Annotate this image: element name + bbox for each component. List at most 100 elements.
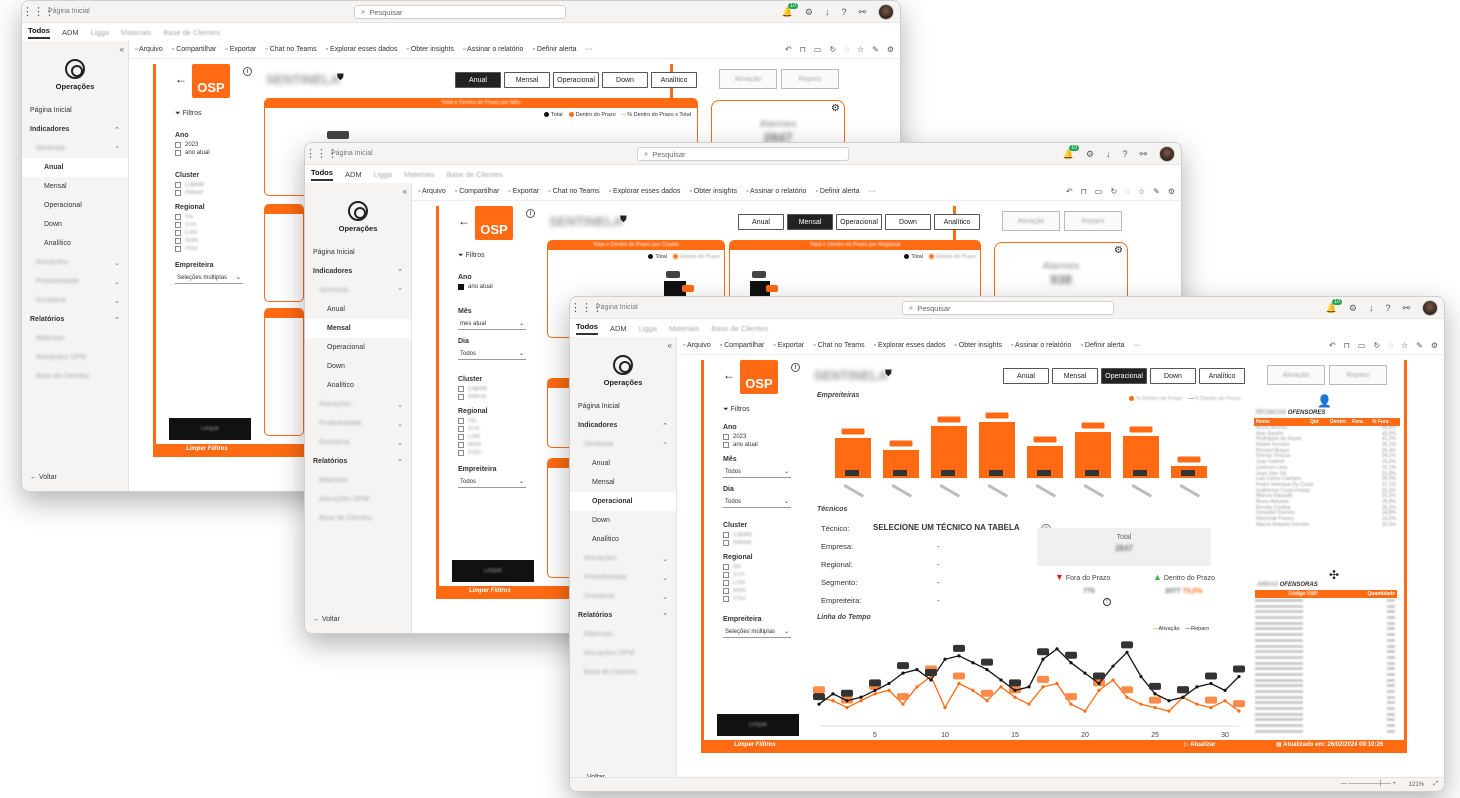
toolbar-file-button[interactable]: ▫ Arquivo [418, 188, 446, 195]
search-input[interactable]: ⌕ Pesquisar [354, 5, 566, 19]
toolbar-explore-button[interactable]: ▫ Explorar esses dados [325, 46, 398, 53]
data-point[interactable] [915, 685, 919, 689]
toolbar-explore-button[interactable]: ▫ Explorar esses dados [873, 342, 946, 349]
data-point[interactable] [915, 668, 919, 672]
data-point[interactable] [1055, 647, 1059, 651]
cluster-capital[interactable]: Capital [723, 532, 791, 538]
areas-table[interactable]: Código OSP Quantidade [1255, 590, 1397, 735]
contractor-select[interactable]: Todos ⌄ [458, 476, 526, 488]
data-point[interactable] [929, 678, 933, 682]
data-point[interactable] [1223, 699, 1227, 703]
nav-item[interactable]: Alocações OPM [36, 354, 87, 361]
nav-item[interactable]: Sentinela ⌃ [584, 441, 668, 449]
nav-item[interactable]: Anual [22, 158, 128, 177]
nav-item[interactable]: Produtividade ⌄ [36, 278, 120, 286]
nav-item[interactable]: Alocações OPM [584, 650, 635, 657]
data-point[interactable] [985, 699, 989, 703]
workspace-tab[interactable]: Base de Clientes [446, 169, 504, 179]
year-current[interactable]: ano atual [175, 150, 243, 156]
data-point[interactable] [901, 671, 905, 675]
toolbar-export-button[interactable]: ▫ Exportar [508, 188, 540, 195]
nav-item[interactable]: Mensal [44, 183, 67, 190]
table-row[interactable] [1255, 678, 1397, 684]
share-people-icon[interactable]: ⚯ [1139, 148, 1147, 159]
help-icon[interactable]: ? [1122, 149, 1128, 159]
ativacao-button[interactable]: Ativação [1267, 365, 1325, 385]
table-row[interactable] [1255, 609, 1397, 615]
regional-option[interactable]: LSN [458, 434, 526, 440]
info-icon[interactable]: i [791, 363, 800, 372]
toolbar-bell-button[interactable]: ▫ Definir alerta [815, 188, 860, 195]
table-row[interactable] [1255, 661, 1397, 667]
star-icon[interactable]: ☆ [856, 45, 865, 54]
table-row[interactable]: Kleber Ferreira 36,2% [1254, 442, 1400, 449]
table-row[interactable] [1255, 644, 1397, 650]
help-icon[interactable]: ? [841, 7, 847, 17]
table-row[interactable]: Rodrigues da Souza 41,0% [1254, 437, 1400, 443]
toolbar-file-button[interactable]: ▫ Arquivo [683, 342, 711, 349]
table-row[interactable] [1255, 632, 1397, 638]
notifications-icon[interactable]: 🔔 10 [1325, 298, 1342, 313]
data-point[interactable] [887, 681, 891, 686]
nav-item[interactable]: Sentinela ⌃ [319, 287, 403, 295]
cluster-interior[interactable]: Interior [723, 540, 791, 546]
gear-icon[interactable]: ⚙ [1114, 245, 1123, 256]
data-point[interactable] [845, 706, 849, 710]
gear-icon[interactable]: ⚙ [831, 103, 840, 114]
page-button[interactable]: Anual [1003, 368, 1049, 384]
table-row[interactable]: Dornas Vinicius 34,2% [1254, 454, 1400, 460]
settings-icon[interactable]: ⚙ [1430, 341, 1438, 350]
page-button[interactable]: Operacional [553, 72, 599, 88]
data-point[interactable] [831, 699, 835, 703]
info-icon[interactable]: i [526, 209, 535, 218]
table-row[interactable] [1255, 729, 1397, 735]
nav-item[interactable]: Página Inicial [30, 107, 72, 114]
offenders-table[interactable]: Nome Qtd Dentro Fora % Fora Bruno Antonio 68,8… [1254, 418, 1400, 528]
data-point[interactable] [1013, 695, 1017, 699]
table-row[interactable]: Pedro Henrique Da Costa 37,1% [1254, 482, 1400, 489]
data-point[interactable] [1153, 692, 1157, 696]
data-point[interactable] [817, 702, 821, 706]
toolbar-more-button[interactable]: ··· [1133, 342, 1141, 349]
data-point[interactable] [1097, 681, 1101, 686]
data-point[interactable] [1139, 702, 1143, 706]
table-row[interactable] [1255, 700, 1397, 706]
data-point[interactable] [1223, 688, 1227, 692]
table-row[interactable] [1255, 626, 1397, 632]
contractor-bar[interactable] [979, 422, 1015, 478]
data-point[interactable] [1041, 657, 1045, 661]
bookmark-icon[interactable]: ⊓ [1343, 341, 1350, 350]
data-point[interactable] [873, 692, 877, 696]
nav-item[interactable]: Página Inicial [578, 403, 620, 410]
contractor-select[interactable]: Seleções múltiplas ⌄ [175, 272, 243, 284]
data-point[interactable] [1167, 709, 1171, 713]
table-row[interactable] [1255, 706, 1397, 712]
data-point[interactable] [1237, 709, 1241, 713]
refresh-button[interactable]: ▷ Atualizar [1184, 742, 1216, 748]
table-row[interactable] [1255, 655, 1397, 661]
page-button[interactable]: Down [1150, 368, 1196, 384]
page-button[interactable]: Mensal [1052, 368, 1098, 384]
undo-icon[interactable]: ↶ [1328, 341, 1336, 350]
toolbar-bulb-button[interactable]: ▫ Obter insights [954, 342, 1002, 349]
page-button[interactable]: Down [602, 72, 648, 88]
column-header[interactable]: Código OSP [1288, 591, 1318, 597]
regional-option[interactable]: PSO [723, 596, 791, 602]
workspace-tab[interactable]: Materiais [120, 27, 152, 37]
toolbar-teams-button[interactable]: ▫ Chat no Teams [265, 46, 317, 53]
workspace-tab[interactable]: Base de Clientes [163, 27, 221, 37]
table-row[interactable] [1255, 695, 1397, 701]
toolbar-more-button[interactable]: ··· [585, 46, 593, 53]
data-point[interactable] [1083, 709, 1087, 713]
data-point[interactable] [1111, 678, 1115, 682]
toolbar-share-button[interactable]: ▫ Compartilhar [171, 46, 217, 53]
data-point[interactable] [957, 681, 961, 686]
data-point[interactable] [1209, 681, 1213, 686]
column-header[interactable]: Dentro [1330, 419, 1347, 425]
avatar[interactable] [1159, 146, 1175, 162]
toolbar-teams-button[interactable]: ▫ Chat no Teams [548, 188, 600, 195]
workspace-tab[interactable]: Ligga [638, 323, 657, 333]
page-button[interactable]: Anual [738, 214, 784, 230]
nav-item[interactable]: Alocações ⌄ [584, 555, 668, 563]
nav-item[interactable]: Produtividade ⌄ [584, 574, 668, 582]
